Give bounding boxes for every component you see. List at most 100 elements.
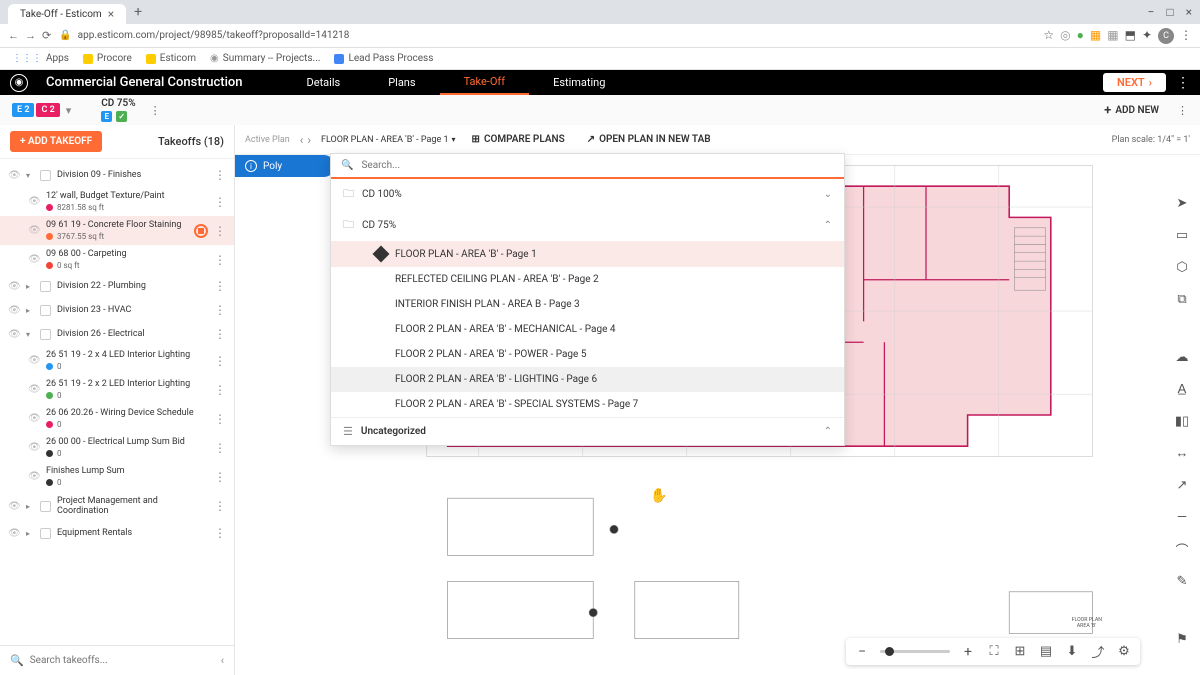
takeoff-item[interactable]: 👁 12' wall, Budget Texture/Paint 8281.58… [0,187,234,216]
more-icon[interactable]: ⋮ [214,383,226,397]
category-row[interactable]: 👁 ▸ Division 23 - HVAC ⋮ [0,298,234,322]
browser-tab[interactable]: Take-Off - Esticom × [8,4,126,24]
plan-option[interactable]: FLOOR 2 PLAN - AREA 'B' - POWER - Page 5 [331,342,844,367]
caret-icon[interactable]: ▸ [26,502,34,511]
rectangle-tool-icon[interactable]: ▭ [1172,225,1192,245]
visibility-icon[interactable]: 👁 [28,471,40,482]
close-window-icon[interactable]: × [1186,5,1192,19]
toolbar-menu-icon[interactable]: ⋮ [1177,104,1188,117]
visibility-icon[interactable]: 👁 [28,196,40,207]
collapse-icon[interactable]: ‹ [221,654,224,667]
caret-icon[interactable]: ▸ [26,282,34,291]
add-new-button[interactable]: +ADD NEW [1094,99,1169,122]
visibility-icon[interactable]: 👁 [8,305,20,316]
profile-icon[interactable]: C [1158,28,1174,44]
plan-option[interactable]: FLOOR 2 PLAN - AREA 'B' - LIGHTING - Pag… [331,367,844,392]
download-icon[interactable]: ⬇ [1064,644,1080,659]
checkbox-icon[interactable] [40,329,51,340]
next-plan-icon[interactable]: › [307,133,311,147]
more-icon[interactable]: ⋮ [214,279,226,293]
reload-icon[interactable]: ⟳ [42,29,51,42]
pointer-tool-icon[interactable]: ➤ [1172,193,1192,213]
polygon-tool-pill[interactable]: i Poly [235,155,335,177]
category-row[interactable]: 👁 ▸ Project Management and Coordination … [0,491,234,521]
plan-option[interactable]: FLOOR 2 PLAN - AREA 'B' - MECHANICAL - P… [331,317,844,342]
chevron-down-icon[interactable]: ▾ [66,104,72,117]
takeoff-item[interactable]: 👁 26 06 20.26 - Wiring Device Schedule 0… [0,404,234,433]
visibility-icon[interactable]: 👁 [8,329,20,340]
more-icon[interactable]: ⋮ [214,168,226,182]
uncategorized-folder[interactable]: ☰ Uncategorized ⌃ [331,417,844,445]
plan-selector[interactable]: FLOOR PLAN - AREA 'B' - Page 1▾ [321,135,456,145]
settings-icon[interactable]: ⚙ [1116,644,1132,659]
copy-tool-icon[interactable]: ⧉ [1172,289,1192,309]
plan-option[interactable]: REFLECTED CEILING PLAN - AREA 'B' - Page… [331,267,844,292]
dropdown-search-input[interactable] [361,160,834,171]
checkbox-icon[interactable] [40,170,51,181]
dimension-tool-icon[interactable]: ↔ [1172,443,1192,463]
star-icon[interactable]: ☆ [1043,28,1054,44]
tab-estimating[interactable]: Estimating [529,70,629,95]
caret-icon[interactable]: ▸ [26,529,34,538]
more-icon[interactable]: ⋮ [150,104,161,117]
ext-icon-5[interactable]: ⬒ [1125,28,1136,44]
category-row[interactable]: 👁 ▸ Equipment Rentals ⋮ [0,521,234,545]
share-icon[interactable]: ⤴ [1090,642,1106,661]
category-row[interactable]: 👁 ▸ Division 22 - Plumbing ⋮ [0,274,234,298]
visibility-icon[interactable]: 👁 [8,501,20,512]
browser-menu-icon[interactable]: ⋮ [1180,28,1192,44]
caret-icon[interactable]: ▸ [26,306,34,315]
checkbox-icon[interactable] [40,305,51,316]
plan-option[interactable]: FLOOR PLAN - AREA 'B' - Page 1 [331,241,844,267]
app-menu-icon[interactable]: ⋮ [1176,75,1190,91]
line-tool-icon[interactable]: — [1172,507,1192,527]
tab-plans[interactable]: Plans [364,70,439,95]
forward-icon[interactable]: → [25,29,36,42]
visibility-icon[interactable]: 👁 [28,355,40,366]
visibility-icon[interactable]: 👁 [28,254,40,265]
arrow-tool-icon[interactable]: ↗ [1172,475,1192,495]
bookmark-procore[interactable]: Procore [83,53,132,64]
takeoff-item[interactable]: 👁 26 51 19 - 2 x 2 LED Interior Lighting… [0,375,234,404]
polygon-tool-icon[interactable]: ⬡ [1172,257,1192,277]
new-tab-button[interactable]: + [134,4,142,20]
bookmark-leadpass[interactable]: Lead Pass Process [334,53,433,64]
visibility-icon[interactable]: 👁 [8,528,20,539]
folder-cd75[interactable]: 🗀 CD 75% ⌃ [331,210,844,241]
visibility-icon[interactable]: 👁 [28,442,40,453]
url-input[interactable]: 🔒 app.esticom.com/project/98985/takeoff?… [59,30,1035,41]
zoom-in-icon[interactable]: + [960,644,976,660]
category-row[interactable]: 👁 ▾ Division 26 - Electrical ⋮ [0,322,234,346]
extensions-icon[interactable]: ✦ [1142,28,1152,44]
open-new-tab-button[interactable]: ↗OPEN PLAN IN NEW TAB [581,131,717,148]
pencil-tool-icon[interactable]: ✎ [1172,571,1192,591]
search-input[interactable] [30,655,215,666]
more-icon[interactable]: ⋮ [214,195,226,209]
visibility-icon[interactable]: 👁 [28,413,40,424]
app-logo-icon[interactable]: ◉ [10,74,28,92]
ext-icon-2[interactable]: ● [1077,28,1084,44]
zoom-slider[interactable] [880,650,950,653]
caret-icon[interactable]: ▾ [26,171,34,180]
takeoff-item[interactable]: 👁 09 61 19 - Concrete Floor Staining 376… [0,216,234,245]
more-icon[interactable]: ⋮ [214,253,226,267]
ext-icon-1[interactable]: ◎ [1060,28,1070,44]
compare-plans-button[interactable]: ⊞COMPARE PLANS [466,131,571,148]
plan-option[interactable]: FLOOR 2 PLAN - AREA 'B' - SPECIAL SYSTEM… [331,392,844,417]
more-icon[interactable]: ⋮ [214,327,226,341]
zoom-out-icon[interactable]: − [854,644,870,660]
more-icon[interactable]: ⋮ [214,303,226,317]
takeoff-item[interactable]: 👁 Finishes Lump Sum 0 ⋮ [0,462,234,491]
checkbox-icon[interactable] [40,501,51,512]
stamp-tool-icon[interactable]: ▮▯ [1172,411,1192,431]
checkbox-icon[interactable] [40,528,51,539]
curve-tool-icon[interactable]: ⌒ [1172,539,1192,559]
ext-icon-4[interactable]: ▦ [1107,28,1118,44]
prev-plan-icon[interactable]: ‹ [300,133,304,147]
tab-takeoff[interactable]: Take-Off [440,70,530,95]
apps-bookmark[interactable]: ⋮⋮⋮Apps [12,53,69,64]
grid-icon[interactable]: ⊞ [1012,644,1028,659]
visibility-icon[interactable]: 👁 [28,225,40,236]
visibility-icon[interactable]: 👁 [28,384,40,395]
takeoff-item[interactable]: 👁 09 68 00 - Carpeting 0 sq ft ⋮ [0,245,234,274]
